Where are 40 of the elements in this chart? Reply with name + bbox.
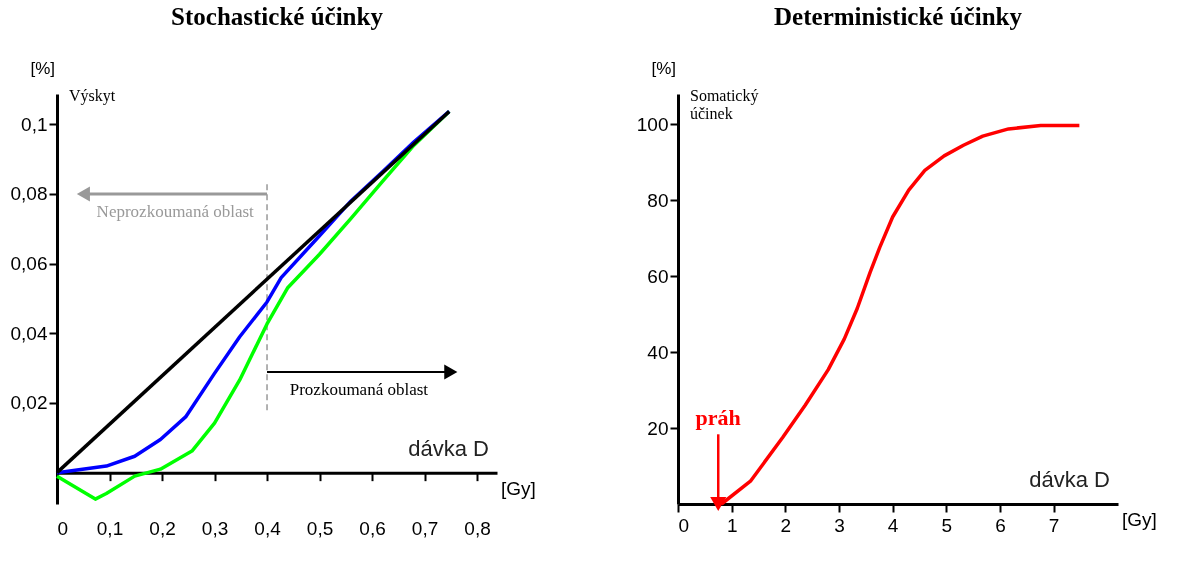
y-axis-title: Somatický účinek: [690, 87, 759, 122]
text: [Gy]: [501, 477, 536, 499]
x-tick-label: 0,5: [306, 517, 334, 539]
annotation: Neprozkoumaná oblast: [96, 202, 255, 222]
text: [Gy]: [1122, 509, 1157, 530]
y-tick-label: 40: [647, 341, 669, 363]
x-tick-label: 6: [995, 514, 1006, 536]
x-tick-label: 0,6: [359, 517, 386, 539]
y-tick-label: 60: [647, 265, 669, 287]
x-tick-label: 0,2: [149, 517, 176, 539]
y-axis-title: Výskyt: [69, 87, 116, 105]
x-tick-label: 2: [780, 514, 792, 536]
text: [%]: [651, 59, 676, 78]
y-tick-label: 100: [636, 113, 669, 135]
x-axis-title: dávka D: [408, 435, 489, 461]
y-tick-label: 0,06: [10, 253, 48, 275]
x-tick-label: 0,4: [254, 517, 282, 539]
x-tick-label: 0: [57, 517, 69, 539]
y-tick-label: 80: [647, 189, 669, 211]
y-tick-label: 20: [647, 417, 669, 439]
x-tick-label: 0,3: [201, 517, 229, 539]
x-tick-label: 0,1: [96, 517, 124, 539]
x-tick-label: 0: [678, 514, 690, 536]
x-axis-title: dávka D: [1029, 467, 1110, 492]
text: [%]: [30, 59, 55, 78]
y-tick-label: 0,02: [10, 392, 48, 414]
y-tick-label: 0,04: [10, 322, 48, 344]
y-tick-label: 0,1: [21, 113, 48, 135]
annotation: Prozkoumaná oblast: [289, 379, 429, 399]
x-tick-label: 5: [941, 514, 953, 536]
x-tick-label: 7: [1048, 514, 1060, 536]
chart-title: Stochastické účinky: [171, 3, 384, 30]
x-tick-label: 3: [834, 514, 845, 536]
annotation: práh: [695, 405, 741, 431]
x-tick-label: 1: [726, 514, 738, 536]
chart-title: Deterministické účinky: [774, 3, 1023, 30]
x-tick-label: 4: [887, 514, 899, 536]
x-tick-label: 0,7: [411, 517, 439, 539]
y-tick-label: 0,08: [10, 183, 48, 205]
x-tick-label: 0,8: [464, 517, 491, 539]
